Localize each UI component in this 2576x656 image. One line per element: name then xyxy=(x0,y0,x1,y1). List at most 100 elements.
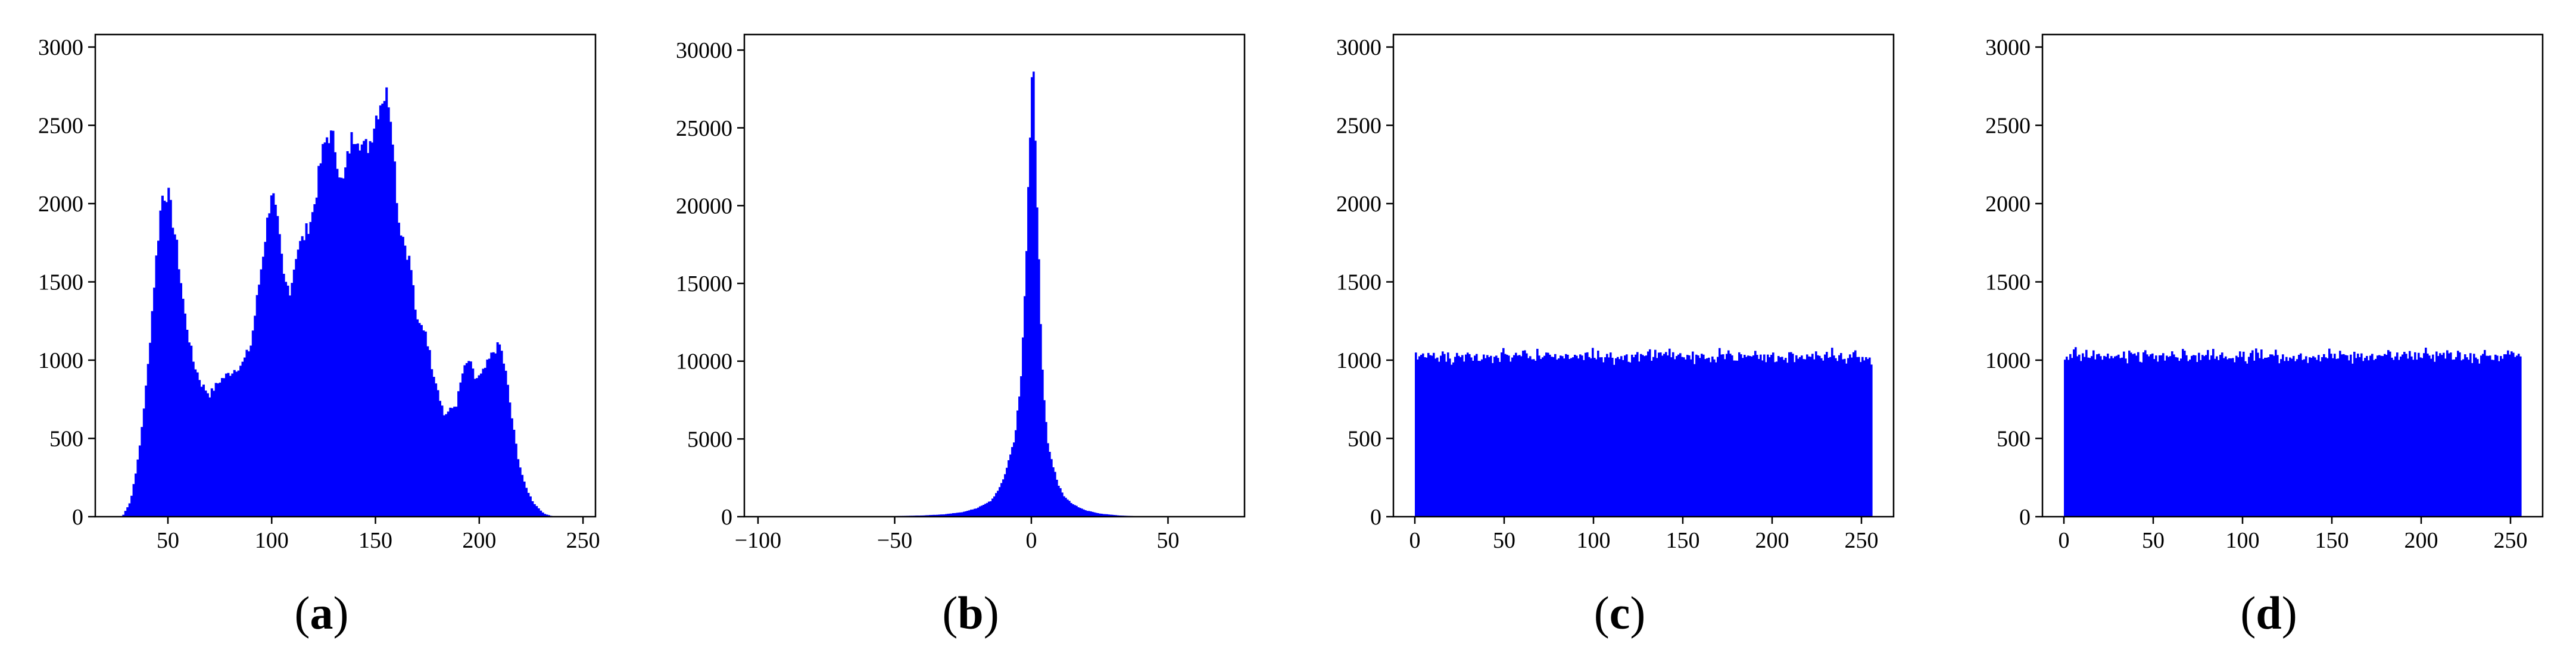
histogram-bar xyxy=(182,298,185,517)
histogram-bar xyxy=(354,143,357,517)
histogram-bar xyxy=(328,143,330,517)
histogram-bar xyxy=(2064,360,2066,517)
histogram-bar xyxy=(513,429,516,517)
histogram-bar xyxy=(1458,355,1460,517)
histogram-bar xyxy=(2314,357,2316,517)
histogram-bar xyxy=(1526,353,1528,517)
histogram-bar xyxy=(381,104,384,517)
histogram-bar xyxy=(1499,361,1501,517)
histogram-bar xyxy=(981,505,983,517)
histogram-bar xyxy=(1710,362,1712,517)
histogram-bar xyxy=(988,501,990,517)
histogram-bar xyxy=(1702,354,1705,517)
histogram-bar xyxy=(2287,361,2290,517)
histogram-bar xyxy=(2269,354,2272,517)
histogram-bar xyxy=(1095,513,1097,517)
histogram-bar xyxy=(1733,360,1735,517)
histogram-bar xyxy=(363,140,366,517)
histogram-bar xyxy=(2278,363,2281,517)
histogram-bar xyxy=(1870,364,1873,517)
histogram-bar xyxy=(2473,354,2475,517)
histogram-bar xyxy=(136,459,139,517)
x-tick-label: 0 xyxy=(1025,528,1037,553)
histogram-bar xyxy=(202,385,205,517)
histogram-bar xyxy=(1016,410,1019,517)
y-tick-label: 30000 xyxy=(676,38,732,63)
histogram-bar xyxy=(1531,359,1533,517)
histogram-bar xyxy=(2080,361,2082,517)
histogram-bar xyxy=(2076,356,2079,517)
histogram-bar xyxy=(2112,358,2115,517)
histogram-bar xyxy=(438,401,442,517)
histogram-bar xyxy=(453,407,456,517)
y-tick-label: 10000 xyxy=(676,349,732,374)
histogram-bar xyxy=(488,358,491,517)
y-tick-label: 2000 xyxy=(38,192,83,217)
histogram-bar xyxy=(1452,362,1455,517)
histogram-bar xyxy=(142,408,145,517)
histogram-bar xyxy=(2293,355,2295,517)
histogram-bar xyxy=(1786,363,1789,517)
histogram-bar xyxy=(2469,353,2472,517)
histogram-bar xyxy=(1011,446,1013,517)
histogram-bar xyxy=(1856,357,1858,517)
histogram-bar xyxy=(2084,357,2086,517)
histogram-bar xyxy=(2185,355,2188,517)
histogram-bar xyxy=(2280,359,2282,517)
histogram-bar xyxy=(1722,354,1724,517)
histogram-bar xyxy=(1606,354,1608,517)
histogram-bar xyxy=(295,259,298,517)
histogram-bar xyxy=(2091,356,2093,517)
histogram-bar xyxy=(217,383,220,517)
y-tick-label: 1500 xyxy=(1336,270,1381,295)
histogram-bar xyxy=(1099,513,1101,517)
histogram-bar xyxy=(1486,355,1489,517)
histogram-bar xyxy=(2066,357,2068,517)
histogram-bar xyxy=(2475,357,2477,517)
histogram-bar xyxy=(1106,514,1108,517)
histogram-bar xyxy=(2089,358,2091,517)
histogram-bar xyxy=(124,511,127,517)
histogram-bar xyxy=(432,377,435,517)
histogram-bar xyxy=(1442,351,1444,517)
histogram-bar xyxy=(311,212,314,517)
histogram-bar xyxy=(1075,505,1078,517)
histogram-bar xyxy=(1647,351,1649,517)
histogram-c: 0 500 1000 1500 2000 2500 3000 0 50 100 150 200 250 xyxy=(1336,33,1895,553)
histogram-bar xyxy=(186,329,189,517)
histogram-bar xyxy=(1827,358,1830,517)
histogram-bar xyxy=(332,130,335,517)
histogram-bar xyxy=(1517,355,1519,517)
histogram-bar xyxy=(424,331,427,517)
y-tick-label: 2000 xyxy=(1336,192,1381,217)
histogram-bar xyxy=(2105,357,2107,517)
histogram-bar xyxy=(1851,357,1853,517)
histogram-bar xyxy=(983,505,985,517)
histogram-bar xyxy=(1642,355,1644,517)
histogram-bar xyxy=(1029,138,1031,517)
histogram-bar xyxy=(1738,352,1741,517)
histogram-bar xyxy=(2114,356,2116,517)
histogram-bar xyxy=(2219,355,2222,517)
histogram-bar xyxy=(373,129,376,517)
histogram-bar xyxy=(2435,351,2438,517)
histogram-bar xyxy=(1756,355,1758,517)
histogram-bar xyxy=(122,514,125,517)
histogram-bar xyxy=(1679,353,1682,517)
histogram-bar xyxy=(2296,359,2299,517)
histogram-bar xyxy=(2455,357,2458,517)
histogram-bar xyxy=(1520,356,1523,517)
histogram-bar xyxy=(414,310,417,517)
histogram-bar xyxy=(993,496,996,517)
histogram-bar xyxy=(2194,355,2197,517)
histogram-bar xyxy=(1513,355,1515,517)
histogram-bar xyxy=(2225,356,2227,517)
y-tick-label: 2000 xyxy=(1985,192,2031,217)
histogram-bar xyxy=(2444,358,2447,517)
histogram-bar xyxy=(2226,359,2229,517)
histogram-bar xyxy=(1115,515,1117,517)
histogram-bar xyxy=(961,512,963,517)
histogram-bar xyxy=(1595,359,1598,517)
histogram-bar xyxy=(2262,358,2265,517)
x-tick-label: 150 xyxy=(1666,528,1700,553)
